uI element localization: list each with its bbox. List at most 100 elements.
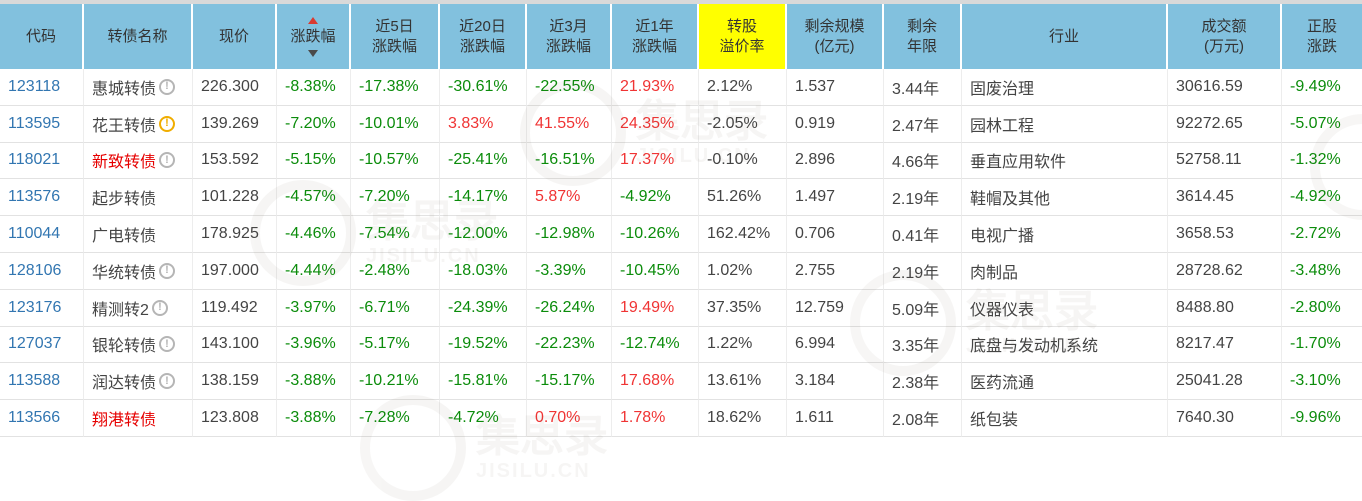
cell-price: 143.100 xyxy=(193,326,277,364)
column-label-line2: 涨跌幅 xyxy=(545,37,591,55)
table-row: 118021 新致转债! 153.592 -5.15% -10.57% -25.… xyxy=(0,142,1362,180)
bond-name-link[interactable]: 银轮转债 xyxy=(92,338,157,356)
cell-industry: 固废治理 xyxy=(962,69,1168,106)
cell-value: 0.70% xyxy=(535,409,581,427)
cell-1year-change: -4.92% xyxy=(612,179,699,217)
column-header-1year[interactable]: 近1年涨跌幅 xyxy=(612,4,699,69)
cell-value: -3.88% xyxy=(285,372,336,390)
cell-value: -3.10% xyxy=(1290,372,1341,390)
column-label: 剩余规模 xyxy=(804,17,865,35)
bond-code-link[interactable]: 113588 xyxy=(8,372,61,390)
cell-value: -5.17% xyxy=(359,335,410,353)
column-header-remaining-years[interactable]: 剩余 年限 xyxy=(884,4,962,69)
bond-name-link[interactable]: 广电转债 xyxy=(92,228,157,246)
bond-name-link[interactable]: 花王转债 xyxy=(92,117,157,135)
cell-value: -2.72% xyxy=(1290,225,1341,243)
cell-value: 1.497 xyxy=(795,188,836,206)
info-icon[interactable]: ! xyxy=(159,115,176,132)
cell-value: 13.61% xyxy=(707,372,762,390)
cell-value: 4.66年 xyxy=(892,154,940,172)
column-header-5day[interactable]: 近5日 涨跌幅 xyxy=(351,4,440,69)
cell-20day-change: -4.72% xyxy=(440,400,527,437)
bond-name-link[interactable]: 新致转债 xyxy=(92,154,157,172)
column-header-20day[interactable]: 近20日 涨跌幅 xyxy=(440,4,527,69)
cell-value: 8217.47 xyxy=(1176,335,1234,353)
bond-name-link[interactable]: 华统转债 xyxy=(92,264,157,282)
info-icon[interactable]: ! xyxy=(159,373,176,390)
cell-value: 24.35% xyxy=(620,114,675,132)
cell-1year-change: 24.35% xyxy=(612,105,699,143)
column-header-3month[interactable]: 近3月 涨跌幅 xyxy=(527,4,612,69)
cell-remaining-size: 1.611 xyxy=(787,400,884,437)
cell-stock-change: -3.10% xyxy=(1282,363,1362,401)
cell-value: 17.37% xyxy=(620,151,675,169)
cell-3month-change: 0.70% xyxy=(527,400,612,437)
column-header-change-sorted[interactable]: 涨跌幅 xyxy=(277,4,351,69)
cell-name: 润达转债! xyxy=(84,363,193,401)
cell-price: 139.269 xyxy=(193,105,277,143)
column-label: 近1年 xyxy=(635,17,674,35)
column-header-industry[interactable]: 行业 xyxy=(962,4,1168,69)
column-label-line2: 涨跌幅 xyxy=(631,37,677,55)
cell-20day-change: -19.52% xyxy=(440,326,527,364)
info-icon[interactable]: ! xyxy=(159,336,176,353)
cell-value: -26.24% xyxy=(535,298,595,316)
cell-value: 2.38年 xyxy=(892,375,940,393)
column-label: 剩余 xyxy=(906,17,937,35)
bond-code-link[interactable]: 113576 xyxy=(8,188,61,206)
bond-code-link[interactable]: 123176 xyxy=(8,298,62,316)
info-icon[interactable]: ! xyxy=(159,152,176,169)
cell-name: 华统转债! xyxy=(84,252,193,290)
cell-value: 143.100 xyxy=(201,335,259,353)
cell-change: -3.88% xyxy=(277,400,351,437)
cell-turnover: 30616.59 xyxy=(1168,69,1282,106)
cell-value: 0.41年 xyxy=(892,228,940,246)
cell-5day-change: -7.28% xyxy=(351,400,440,437)
bond-code-link[interactable]: 123118 xyxy=(8,77,61,95)
bond-name-link[interactable]: 精测转2 xyxy=(92,301,149,319)
cell-value: 123.808 xyxy=(201,409,259,427)
bond-code-link[interactable]: 113595 xyxy=(8,114,61,132)
bond-code-link[interactable]: 127037 xyxy=(8,335,62,353)
cell-value: -2.48% xyxy=(359,261,410,279)
cell-5day-change: -5.17% xyxy=(351,326,440,364)
bond-name-link[interactable]: 惠城转债 xyxy=(92,80,157,98)
bond-name-link[interactable]: 润达转债 xyxy=(92,375,157,393)
column-header-stock-change[interactable]: 正股 涨跌 xyxy=(1282,4,1362,69)
table-body: 123118 惠城转债! 226.300 -8.38% -17.38% -30.… xyxy=(0,69,1362,437)
bond-code-link[interactable]: 110044 xyxy=(8,225,61,243)
column-header-premium-highlighted[interactable]: 转股 溢价率 xyxy=(699,4,787,69)
bond-code-link[interactable]: 118021 xyxy=(8,151,61,169)
cell-turnover: 28728.62 xyxy=(1168,252,1282,290)
cell-value: -15.81% xyxy=(448,372,508,390)
column-header-turnover[interactable]: 成交额 (万元) xyxy=(1168,4,1282,69)
cell-industry: 鞋帽及其他 xyxy=(962,179,1168,217)
cell-stock-change: -5.07% xyxy=(1282,106,1362,143)
column-header-code[interactable]: 代码 xyxy=(0,4,84,69)
cell-value: 电视广播 xyxy=(970,228,1035,246)
cell-value: 7640.30 xyxy=(1176,409,1234,427)
column-header-name[interactable]: 转债名称 xyxy=(84,4,193,69)
column-header-remaining-size[interactable]: 剩余规模 (亿元) xyxy=(787,4,884,69)
cell-code: 118021 xyxy=(0,142,84,180)
sort-asc-icon[interactable] xyxy=(308,16,318,24)
info-icon[interactable]: ! xyxy=(159,78,176,95)
bond-code-link[interactable]: 128106 xyxy=(8,261,62,279)
cell-value: 肉制品 xyxy=(970,264,1019,282)
cell-5day-change: -7.54% xyxy=(351,216,440,253)
info-icon[interactable]: ! xyxy=(159,262,176,279)
cell-value: -7.54% xyxy=(359,225,410,243)
cell-5day-change: -10.57% xyxy=(351,142,440,180)
bond-name-link[interactable]: 翔港转债 xyxy=(92,412,157,430)
cell-turnover: 52758.11 xyxy=(1168,142,1282,180)
sort-desc-icon[interactable] xyxy=(308,49,318,57)
column-header-price[interactable]: 现价 xyxy=(193,4,277,69)
bond-name-link[interactable]: 起步转债 xyxy=(92,191,157,209)
bond-code-link[interactable]: 113566 xyxy=(8,409,61,427)
cell-20day-change: -14.17% xyxy=(440,179,527,217)
info-icon[interactable]: ! xyxy=(151,299,168,316)
cell-3month-change: -26.24% xyxy=(527,289,612,327)
cell-value: -10.45% xyxy=(620,261,680,279)
cell-code: 123176 xyxy=(0,289,84,327)
cell-1year-change: -10.45% xyxy=(612,252,699,290)
